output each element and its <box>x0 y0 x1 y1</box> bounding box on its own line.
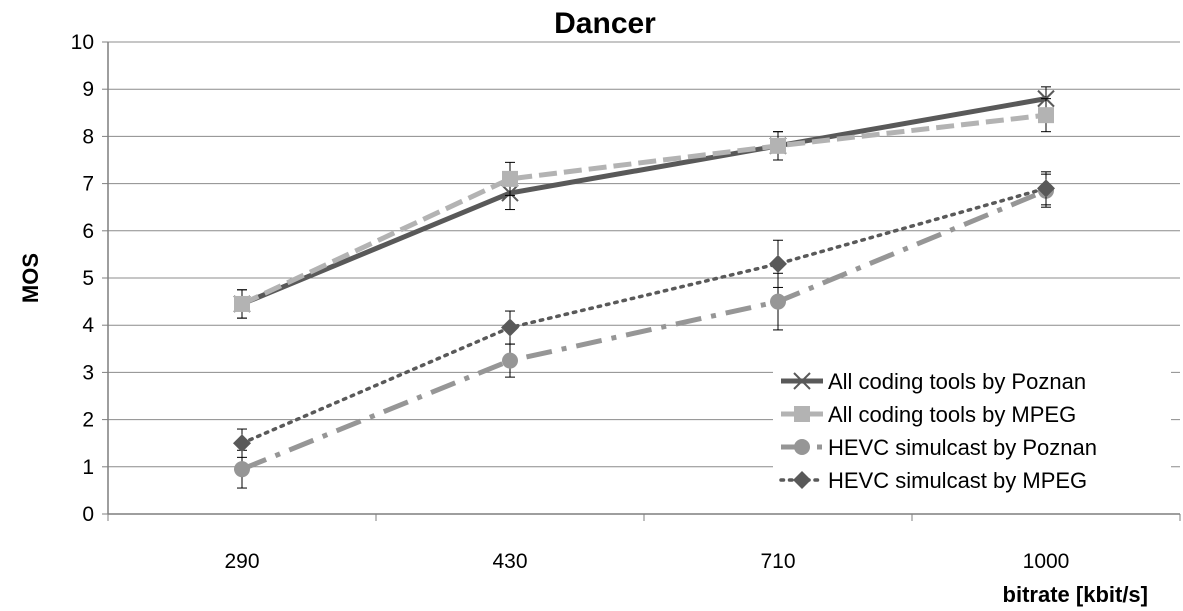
y-tick-label: 0 <box>82 503 94 526</box>
chart-title: Dancer <box>554 7 656 40</box>
x-tick-label: 290 <box>224 550 259 573</box>
y-axis-ticks: 0 1 2 3 4 5 6 7 8 9 10 <box>71 31 95 526</box>
series-2 <box>234 98 1054 319</box>
legend-item: All coding tools by MPEG <box>781 402 1076 427</box>
y-tick-label: 8 <box>82 125 94 148</box>
series-line <box>241 96 1047 307</box>
gridlines <box>108 41 1180 468</box>
data-point <box>770 293 786 310</box>
legend-label: All coding tools by Poznan <box>828 369 1086 394</box>
x-axis-label: bitrate [kbit/s] <box>1003 582 1148 607</box>
y-tick-label: 5 <box>82 267 94 290</box>
x-tick-label: 430 <box>492 550 527 573</box>
data-point <box>234 461 250 478</box>
y-tick-label: 2 <box>82 409 94 432</box>
legend-item: All coding tools by Poznan <box>781 369 1086 394</box>
series-line <box>240 186 1048 445</box>
y-tick-label: 4 <box>82 314 94 337</box>
data-point <box>502 170 518 187</box>
data-point <box>769 254 787 273</box>
series-1 <box>233 86 1055 319</box>
legend-marker <box>793 372 811 390</box>
y-tick-label: 10 <box>71 31 94 54</box>
axes <box>102 41 1181 521</box>
series-line <box>241 188 1047 472</box>
data-point <box>1037 179 1055 198</box>
x-tick-label: 1000 <box>1023 550 1070 573</box>
series-layer <box>233 86 1055 489</box>
data-point <box>501 318 519 337</box>
y-tick-label: 7 <box>82 173 94 196</box>
x-axis-ticks: 290 430 710 1000 <box>224 550 1069 573</box>
legend-label: All coding tools by MPEG <box>828 402 1076 427</box>
data-point <box>233 434 251 453</box>
y-tick-label: 3 <box>82 361 94 384</box>
legend-item: HEVC simulcast by MPEG <box>779 468 1087 493</box>
x-tick-label: 710 <box>760 550 795 573</box>
data-point <box>234 295 250 312</box>
y-axis-label: MOS <box>18 253 43 303</box>
legend-item: HEVC simulcast by Poznan <box>781 435 1097 460</box>
data-point <box>1038 107 1054 124</box>
legend-background <box>773 359 1171 511</box>
series-line <box>240 112 1047 307</box>
y-tick-label: 6 <box>82 220 94 243</box>
legend-marker <box>794 406 810 422</box>
data-point <box>502 352 518 369</box>
legend-label: HEVC simulcast by Poznan <box>828 435 1097 460</box>
legend-marker <box>793 471 811 489</box>
legend-label: HEVC simulcast by MPEG <box>828 468 1087 493</box>
legend: All coding tools by Poznan All coding too… <box>773 359 1171 511</box>
legend-marker <box>794 439 810 455</box>
series-4 <box>233 171 1055 458</box>
y-tick-label: 9 <box>82 78 94 101</box>
y-tick-label: 1 <box>82 456 94 479</box>
data-point <box>770 137 786 154</box>
